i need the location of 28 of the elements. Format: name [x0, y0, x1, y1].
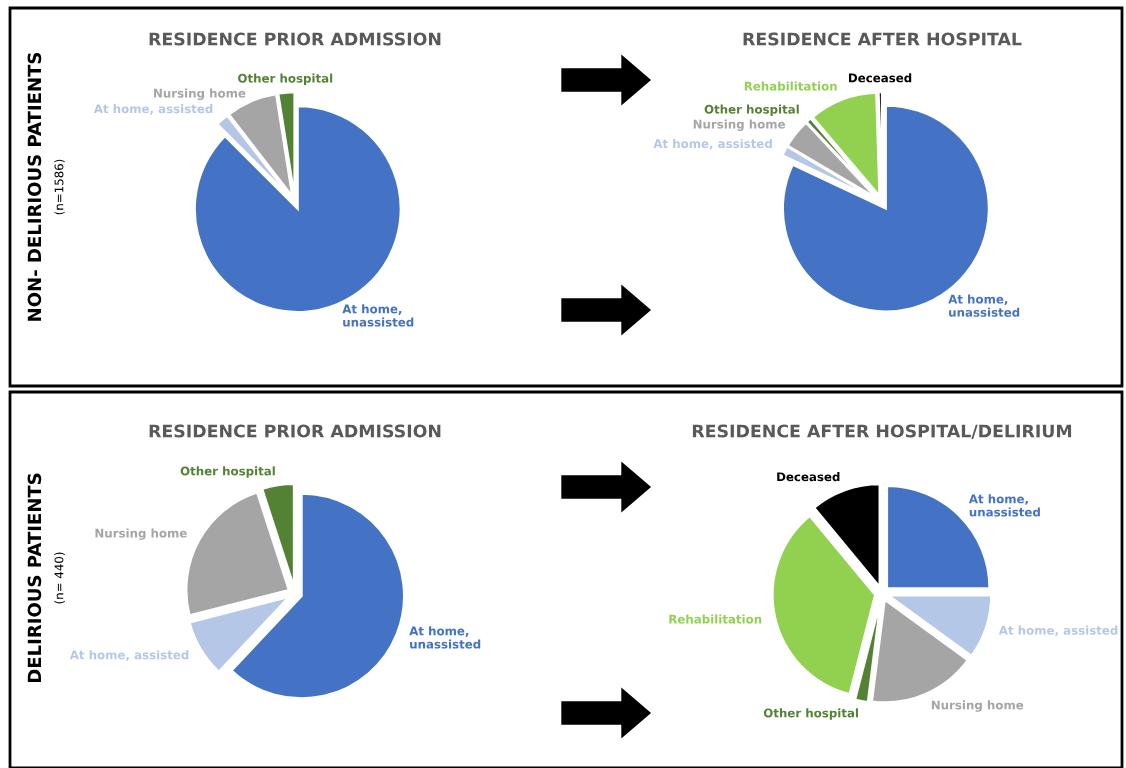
slice-label: Nursing home: [95, 528, 187, 540]
slice-label: Nursing home: [931, 700, 1024, 712]
slice-label: Deceased: [849, 73, 912, 83]
slice-label: Other hospital: [238, 73, 333, 86]
slice-label: Nursing home: [693, 119, 786, 131]
slice-label: At home, unassisted: [968, 494, 1040, 517]
slice-label: Other hospital: [704, 104, 799, 117]
chart-title: RESIDENCE AFTER HOSPITAL/DELIRIUM: [692, 424, 1072, 439]
text: (n=1586): [54, 159, 65, 215]
slice-label: Other hospital: [763, 708, 858, 720]
slice-label: At home, assisted: [998, 625, 1118, 637]
chart-title: RESIDENCE PRIOR ADMISSION: [149, 424, 441, 438]
slice-label: At home, assisted: [93, 104, 213, 115]
slice-label: At home, assisted: [653, 138, 772, 150]
slice-label: At home, unassisted: [342, 304, 414, 327]
slice-label: At home, assisted: [69, 650, 189, 661]
text: NON- DELIRIOUS PATIENTS: [27, 52, 42, 321]
slice-label: Nursing home: [154, 88, 246, 101]
slice-label: At home, unassisted: [948, 294, 1020, 317]
slice-label: Rehabilitation: [744, 81, 837, 91]
chart-title: RESIDENCE AFTER HOSPITAL: [743, 32, 1022, 46]
text: DELIRIOUS PATIENTS: [27, 473, 42, 683]
slice-label: Other hospital: [180, 466, 275, 478]
chart-title: RESIDENCE PRIOR ADMISSION: [149, 32, 441, 46]
slice-label: At home, unassisted: [409, 626, 481, 649]
slice-label: Deceased: [777, 472, 840, 482]
text: (n= 440): [54, 552, 65, 604]
slice-label: Rehabilitation: [669, 614, 762, 624]
